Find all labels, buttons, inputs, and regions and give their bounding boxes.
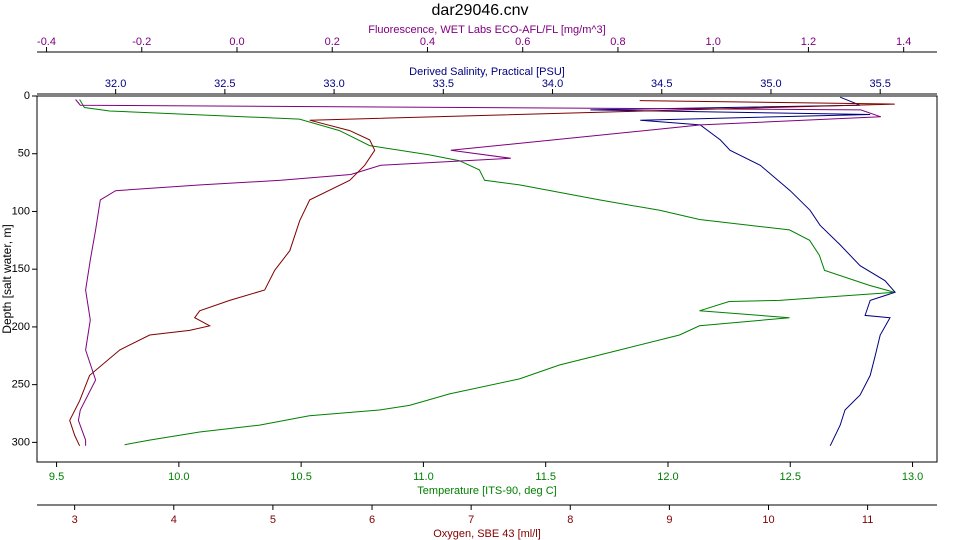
x-tick-label: 10.5 bbox=[290, 471, 311, 483]
x-tick-label: 0.6 bbox=[515, 36, 530, 48]
x-tick-label: 12.0 bbox=[657, 471, 678, 483]
x-tick-label: 1.2 bbox=[801, 36, 816, 48]
x-tick-label: 32.0 bbox=[105, 78, 126, 90]
x-axis-label: Temperature [ITS-90, deg C] bbox=[417, 485, 556, 497]
y-tick-label: 200 bbox=[12, 321, 30, 333]
x-tick-label: 0.8 bbox=[610, 36, 625, 48]
x-tick-label: 11 bbox=[862, 514, 873, 526]
x-tick-label: 32.5 bbox=[214, 78, 235, 90]
x-tick-label: 10 bbox=[762, 514, 774, 526]
x-tick-label: 33.5 bbox=[433, 78, 454, 90]
y-tick-label: 150 bbox=[12, 263, 30, 275]
y-tick-label: 250 bbox=[12, 379, 30, 391]
x-tick-label: 35.0 bbox=[760, 78, 781, 90]
x-tick-label: 34.0 bbox=[542, 78, 563, 90]
x-tick-label: 11.5 bbox=[535, 471, 556, 483]
x-tick-label: 10.0 bbox=[168, 471, 189, 483]
x-tick-label: 0.2 bbox=[325, 36, 340, 48]
x-axis-label: Fluorescence, WET Labs ECO-AFL/FL [mg/m^… bbox=[368, 24, 605, 36]
y-tick-label: 0 bbox=[24, 90, 30, 102]
x-tick-label: 12.5 bbox=[780, 471, 801, 483]
x-tick-label: 5 bbox=[270, 514, 276, 526]
x-axis-label: Oxygen, SBE 43 [ml/l] bbox=[433, 528, 541, 540]
profile-line bbox=[590, 96, 896, 447]
x-tick-label: 9 bbox=[666, 514, 672, 526]
x-tick-label: 0.4 bbox=[420, 36, 435, 48]
y-tick-label: 300 bbox=[12, 436, 30, 448]
x-tick-label: 35.5 bbox=[869, 78, 890, 90]
profile-line bbox=[79, 99, 895, 446]
x-tick-label: 8 bbox=[567, 514, 573, 526]
x-tick-label: 6 bbox=[369, 514, 375, 526]
chart-title: dar29046.cnv bbox=[432, 2, 529, 19]
profile-line bbox=[69, 100, 895, 447]
x-tick-label: 0.0 bbox=[229, 36, 244, 48]
x-tick-label: 4 bbox=[171, 514, 177, 526]
y-tick-label: 50 bbox=[18, 148, 30, 160]
x-tick-label: 1.4 bbox=[896, 36, 911, 48]
x-tick-label: -0.2 bbox=[132, 36, 151, 48]
x-tick-label: 1.0 bbox=[706, 36, 721, 48]
x-axis-label: Derived Salinity, Practical [PSU] bbox=[409, 66, 565, 78]
x-tick-label: -0.4 bbox=[37, 36, 56, 48]
profile-line bbox=[75, 99, 881, 446]
x-tick-label: 11.0 bbox=[413, 471, 434, 483]
x-tick-label: 13.0 bbox=[902, 471, 923, 483]
y-axis-label: Depth [salt water, m] bbox=[0, 224, 14, 333]
x-tick-label: 33.0 bbox=[323, 78, 344, 90]
x-tick-label: 7 bbox=[468, 514, 474, 526]
x-tick-label: 3 bbox=[72, 514, 78, 526]
x-tick-label: 34.5 bbox=[651, 78, 672, 90]
y-tick-label: 100 bbox=[12, 205, 30, 217]
x-tick-label: 9.5 bbox=[49, 471, 64, 483]
